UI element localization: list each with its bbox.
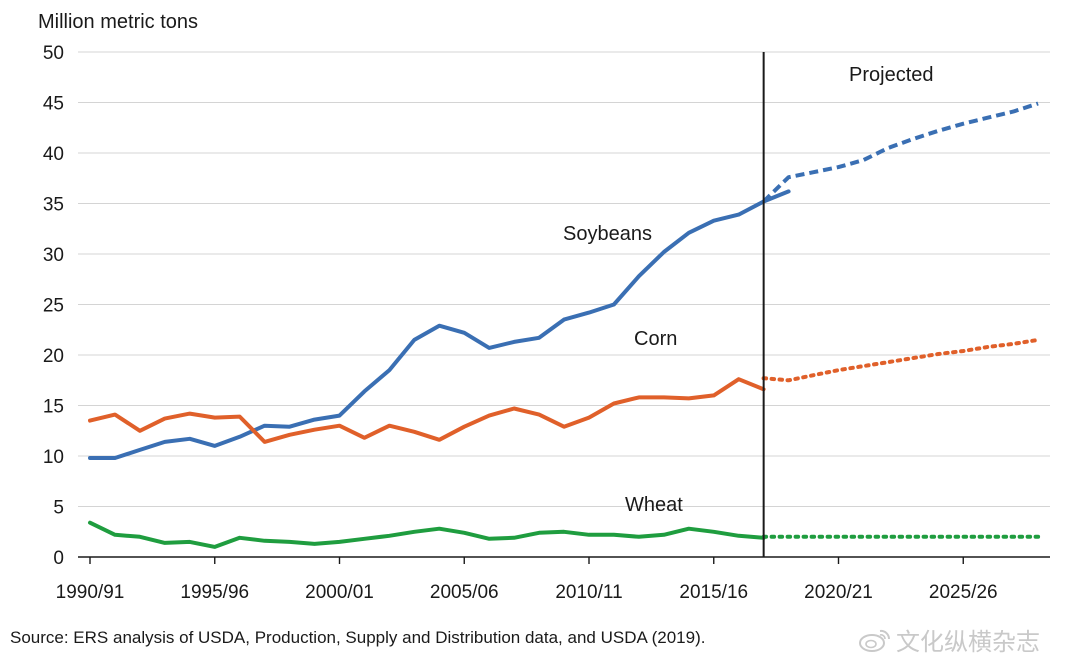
- x-tick-2000/01: 2000/01: [305, 582, 374, 603]
- y-tick-25: 25: [43, 296, 64, 317]
- x-tick-2020/21: 2020/21: [804, 582, 873, 603]
- weibo-logo-icon: [859, 629, 891, 652]
- series-lines: [88, 101, 1041, 549]
- x-tick-2010/11: 2010/11: [555, 582, 622, 603]
- soybeans-label: Soybeans: [563, 223, 652, 245]
- y-tick-35: 35: [43, 195, 64, 216]
- y-tick-5: 5: [53, 498, 64, 519]
- x-tick-labels: 1990/91 1995/96 2000/01 2005/06 2010/11 2015/…: [56, 557, 998, 603]
- source-note: Source: ERS analysis of USDA, Production…: [10, 628, 706, 647]
- y-tick-30: 30: [43, 245, 64, 266]
- corn-projected-line: [761, 337, 1041, 383]
- y-tick-10: 10: [43, 447, 64, 468]
- grid-lines: [78, 51, 1050, 558]
- watermark-text: 文化纵横杂志: [896, 628, 1040, 656]
- y-tick-0: 0: [53, 548, 64, 569]
- wheat-historical-line: [88, 520, 766, 549]
- soybeans-projected-line: [762, 101, 1039, 203]
- y-axis-title: Million metric tons: [38, 11, 198, 33]
- wheat-label: Wheat: [625, 494, 683, 516]
- corn-label: Corn: [634, 328, 677, 350]
- watermark: 文化纵横杂志: [858, 622, 1040, 657]
- y-tick-50: 50: [43, 43, 64, 64]
- x-tick-1995/96: 1995/96: [180, 582, 249, 603]
- y-tick-45: 45: [43, 94, 64, 115]
- soybeans-historical-line: [88, 189, 791, 460]
- x-tick-2005/06: 2005/06: [430, 582, 499, 603]
- corn-historical-line: [88, 377, 766, 444]
- x-tick-1990/91: 1990/91: [56, 582, 125, 603]
- x-tick-2015/16: 2015/16: [679, 582, 748, 603]
- y-tick-15: 15: [43, 397, 64, 418]
- y-tick-40: 40: [43, 144, 64, 165]
- projected-label: Projected: [849, 64, 934, 86]
- x-tick-2025/26: 2025/26: [929, 582, 998, 603]
- y-tick-20: 20: [43, 346, 64, 367]
- y-tick-labels: 0 5 10 15 20 25 30 35 40 45 50: [43, 43, 64, 569]
